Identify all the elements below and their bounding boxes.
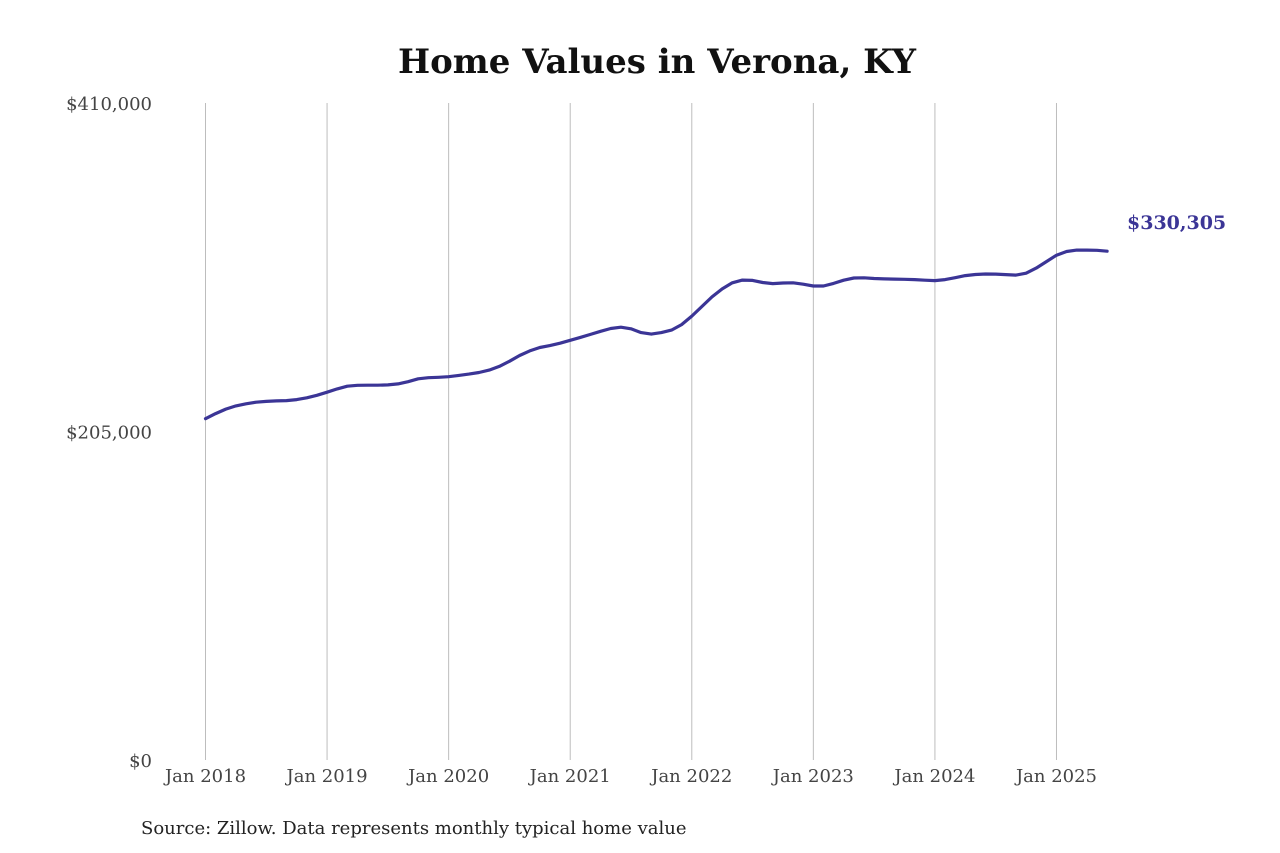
- x-tick-label: Jan 2022: [649, 766, 732, 787]
- x-axis-ticks: Jan 2018 Jan 2019 Jan 2020 Jan 2021 Jan 2022…: [163, 766, 1097, 787]
- x-tick-label: Jan 2018: [163, 766, 246, 787]
- x-tick-label: Jan 2019: [285, 766, 368, 787]
- source-note: Source: Zillow. Data represents monthly …: [141, 818, 687, 839]
- x-tick-label: Jan 2023: [771, 766, 854, 787]
- x-tick-label: Jan 2024: [892, 766, 975, 787]
- series-line: [203, 248, 1109, 421]
- y-axis-ticks: $0 $205,000 $410,000: [66, 94, 152, 772]
- x-tick-label: Jan 2025: [1014, 766, 1097, 787]
- series-layer: [203, 248, 1109, 421]
- gridlines: [205, 103, 1057, 760]
- end-value-label: $330,305: [1127, 212, 1226, 234]
- y-tick-label: $0: [129, 751, 152, 772]
- y-tick-label: $410,000: [66, 94, 152, 115]
- x-tick-label: Jan 2021: [528, 766, 611, 787]
- chart-title: Home Values in Verona, KY: [398, 42, 917, 82]
- x-tick-label: Jan 2020: [406, 766, 489, 787]
- y-tick-label: $205,000: [66, 423, 152, 444]
